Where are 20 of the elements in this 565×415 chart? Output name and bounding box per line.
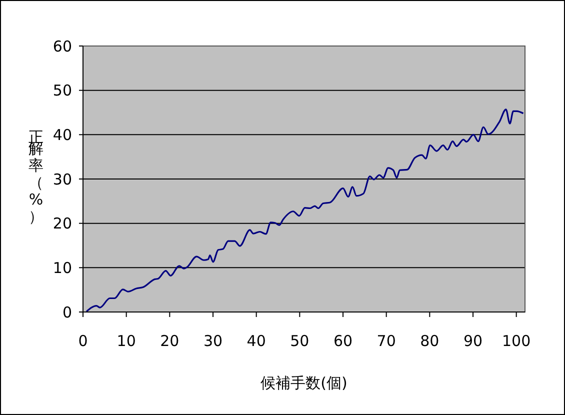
y-tick-label: 20 <box>52 214 72 233</box>
x-axis-title: 候補手数(個) <box>260 374 348 392</box>
line-series <box>86 108 524 312</box>
y-tick-label: 30 <box>52 170 72 188</box>
y-tick-label: 0 <box>62 303 72 322</box>
x-tick-label: 30 <box>203 332 223 350</box>
x-tick-label: 10 <box>116 332 136 350</box>
x-tick-label: 0 <box>78 332 88 350</box>
x-tick-label: 80 <box>420 332 440 350</box>
y-tick-label: 40 <box>52 126 72 144</box>
x-tick-label: 60 <box>333 332 353 350</box>
x-tick-label: 100 <box>502 332 531 350</box>
y-tick-label: 10 <box>52 258 72 277</box>
y-tick-label: 60 <box>52 37 72 56</box>
x-tick-label: 40 <box>246 332 266 350</box>
y-tick-label: 50 <box>52 82 72 100</box>
x-tick-label: 90 <box>463 332 483 350</box>
x-tick-label: 70 <box>376 332 396 350</box>
x-tick-label: 50 <box>290 332 310 350</box>
x-tick-label: 20 <box>160 332 180 350</box>
